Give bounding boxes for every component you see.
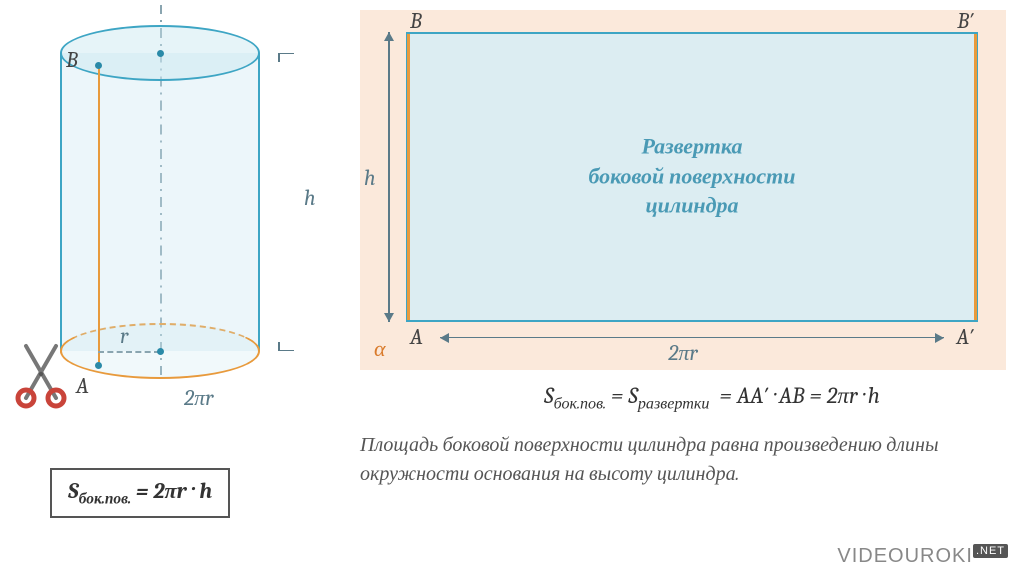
axis-bot-dot bbox=[157, 348, 164, 355]
unfold-panel: B B′ Развертка боковой поверхности цилин… bbox=[360, 0, 1024, 574]
corner-B: B bbox=[410, 8, 422, 34]
formula-box: Sбок.пов. = 2πr · h bbox=[50, 468, 230, 518]
cylinder-panel: B A h r 2πr Sбок.пов. = 2πr · h bbox=[0, 0, 360, 574]
rect-edge-left bbox=[407, 34, 410, 320]
watermark-suffix: .NET bbox=[973, 544, 1008, 558]
watermark-main: VIDEOUROKI bbox=[837, 545, 973, 567]
caption-line3: цилиндра bbox=[588, 192, 795, 222]
equation-line: Sбок.пов. = Sразвертки = AA′ · AB = 2πr … bbox=[430, 382, 994, 414]
axis-top-dot bbox=[157, 50, 164, 57]
scissors-icon bbox=[12, 340, 72, 410]
unfolded-rectangle: Развертка боковой поверхности цилиндра bbox=[406, 32, 978, 322]
label-r: r bbox=[120, 323, 128, 349]
dim-h-arrow bbox=[388, 32, 390, 322]
point-A-dot bbox=[95, 362, 102, 369]
peach-background: B B′ Развертка боковой поверхности цилин… bbox=[360, 10, 1006, 370]
dim-2pir-label: 2πr bbox=[668, 340, 697, 366]
height-bracket bbox=[278, 53, 294, 351]
diagram-root: B A h r 2πr Sбок.пов. = 2πr · h B B′ bbox=[0, 0, 1024, 574]
label-A: A bbox=[76, 373, 89, 399]
explanation-text: Площадь боковой поверхности цилиндра рав… bbox=[360, 430, 994, 488]
watermark: VIDEOUROKI.NET bbox=[837, 545, 1008, 568]
corner-Bprime: B′ bbox=[957, 8, 974, 34]
label-2pir: 2πr bbox=[184, 385, 213, 411]
dim-h-label: h bbox=[364, 165, 376, 191]
label-B: B bbox=[66, 47, 78, 73]
rect-edge-right bbox=[974, 34, 977, 320]
center-caption: Развертка боковой поверхности цилиндра bbox=[588, 132, 795, 221]
alpha-label: α bbox=[374, 336, 386, 362]
point-B-dot bbox=[95, 62, 102, 69]
label-h: h bbox=[304, 185, 316, 211]
radius-line bbox=[98, 351, 160, 353]
corner-Aprime: A′ bbox=[956, 324, 974, 350]
caption-line2: боковой поверхности bbox=[588, 162, 795, 192]
cylinder: B A h r 2πr bbox=[60, 25, 280, 395]
generatrix-line bbox=[98, 65, 100, 365]
caption-line1: Развертка bbox=[588, 132, 795, 162]
cylinder-body bbox=[60, 53, 260, 351]
formula-text: Sбок.пов. = 2πr · h bbox=[68, 478, 212, 504]
dim-2pir-arrow bbox=[440, 337, 944, 339]
corner-A: A bbox=[410, 324, 423, 350]
